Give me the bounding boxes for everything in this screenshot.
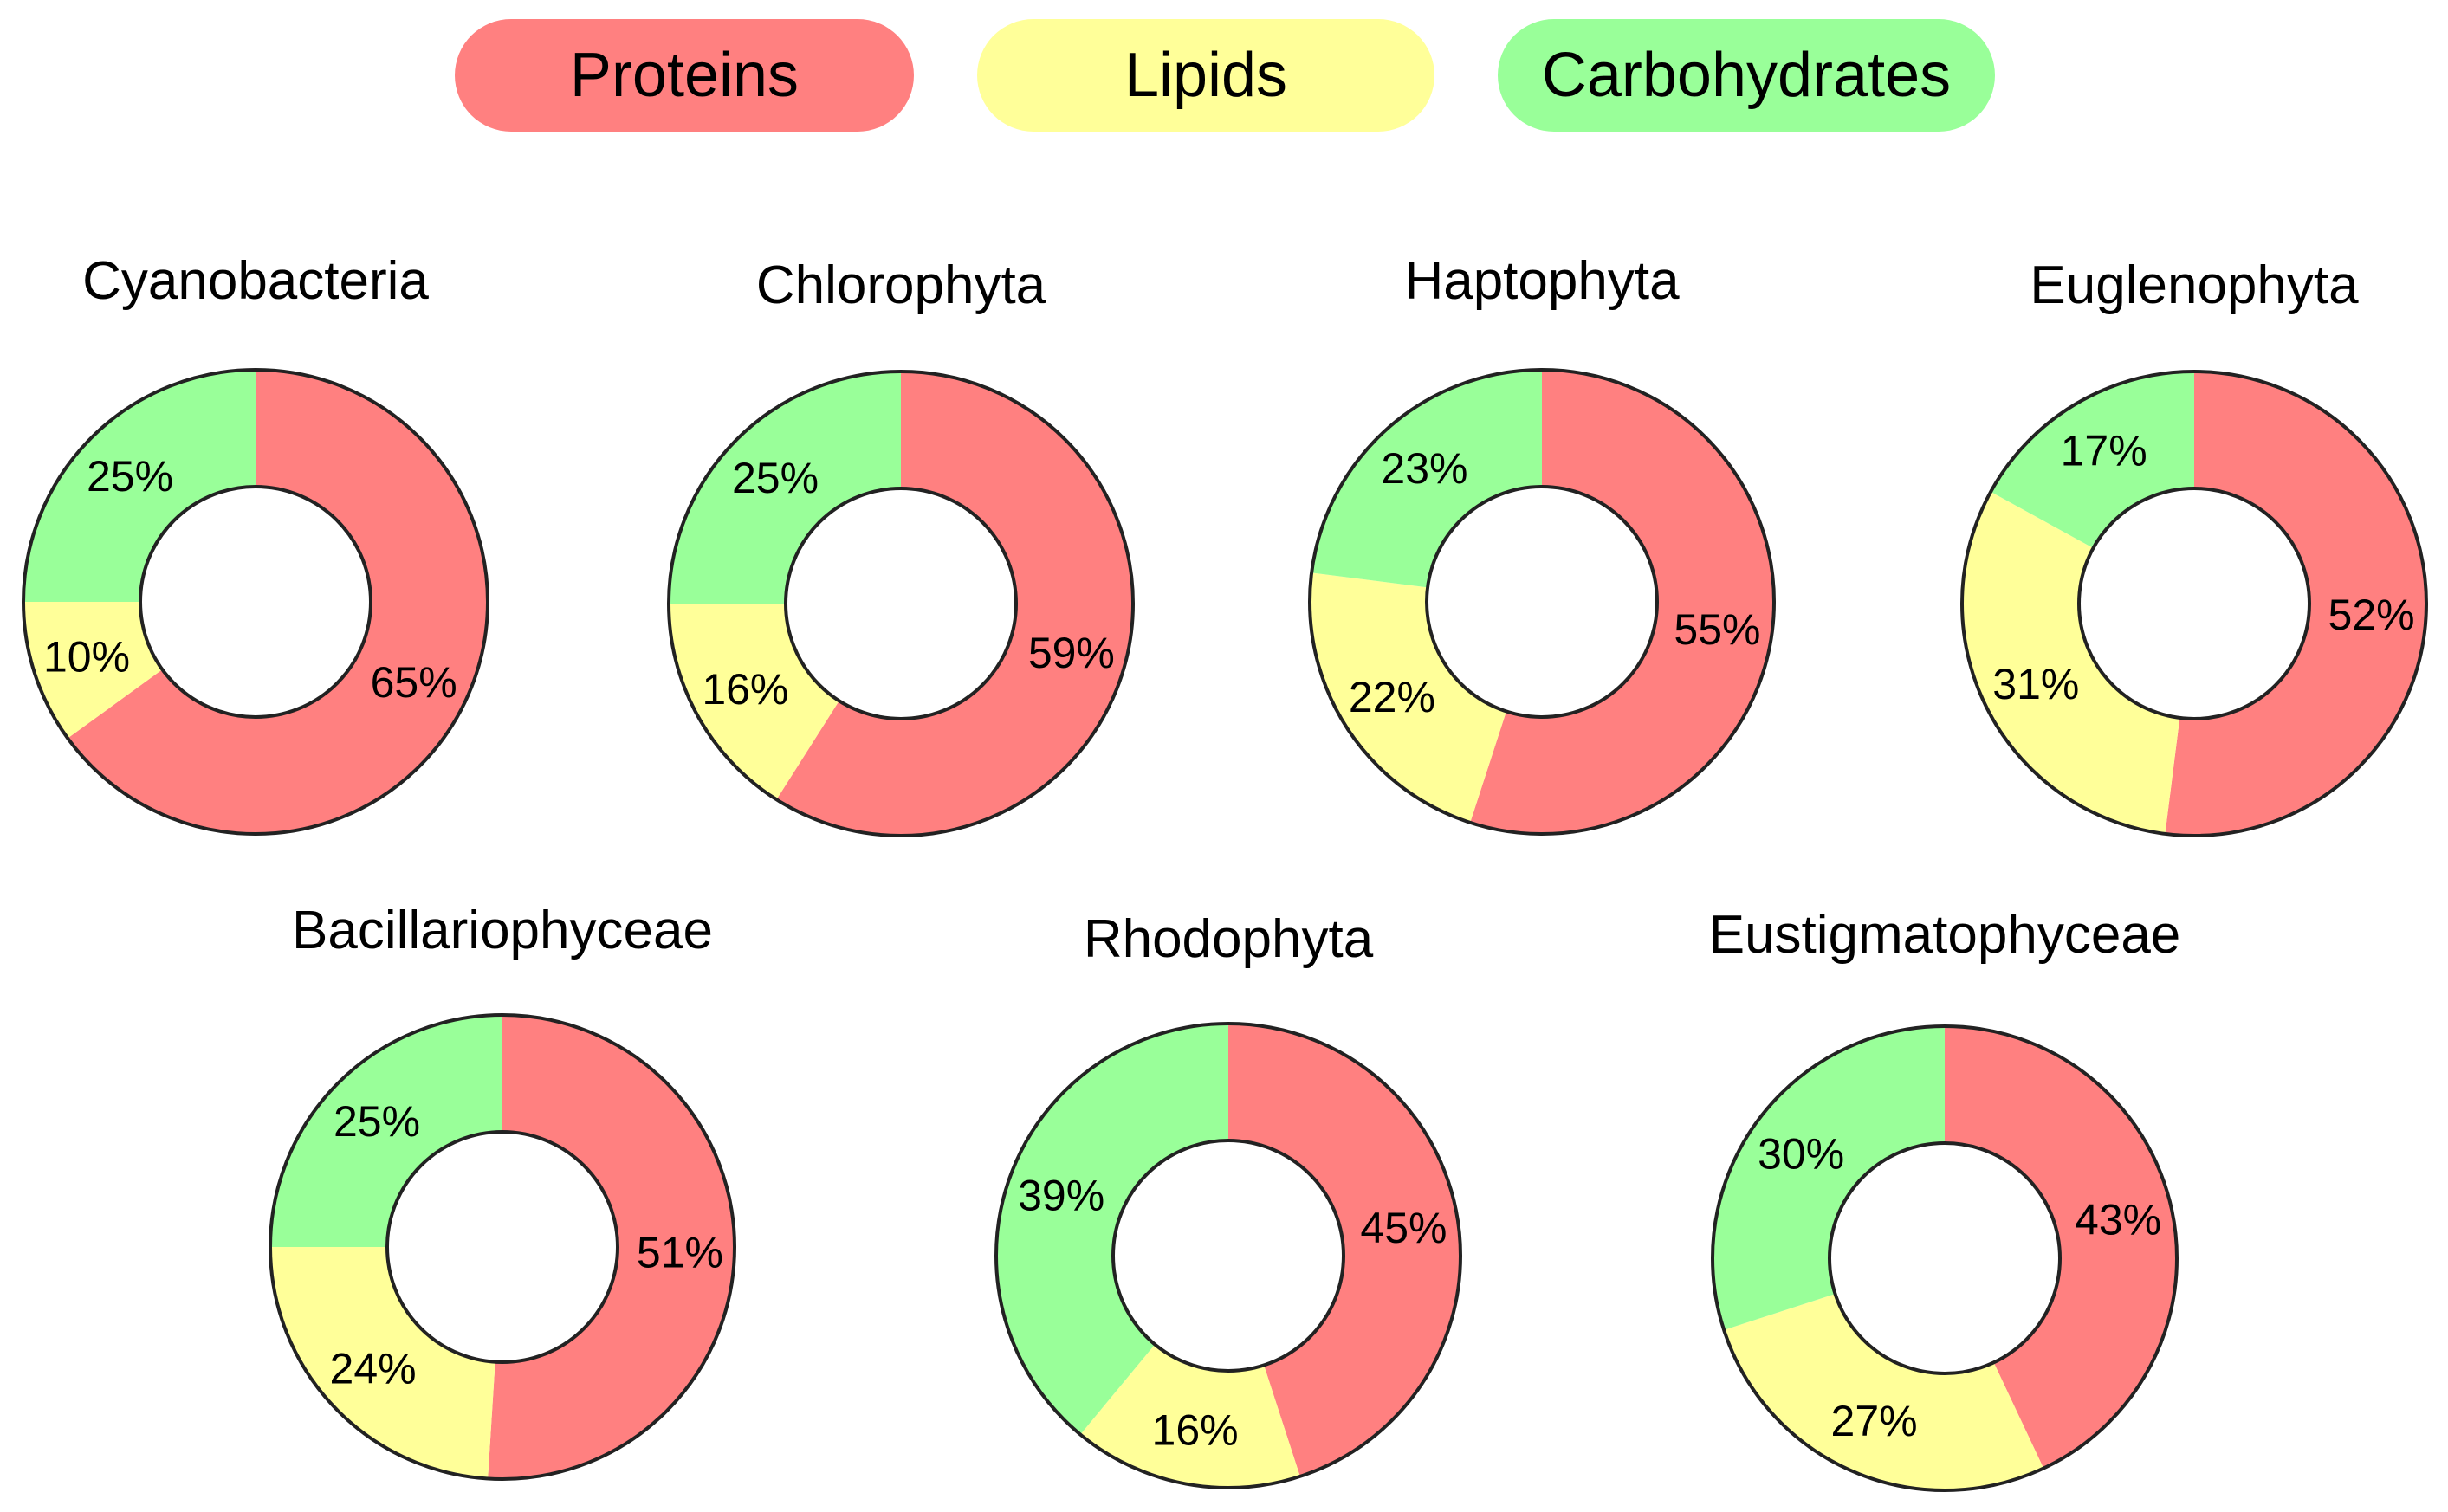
slice-label-carbohydrates: 39%: [1018, 1172, 1104, 1220]
donut-chart: Cyanobacteria 65% 10% 25%: [22, 251, 489, 836]
legend-item-proteins: Proteins: [455, 19, 914, 132]
slice-label-proteins: 51%: [637, 1228, 723, 1276]
slice-label-carbohydrates: 23%: [1381, 444, 1467, 493]
slice-label-lipids: 27%: [1831, 1397, 1918, 1445]
donut-chart: Euglenophyta 52% 31% 17%: [1960, 255, 2428, 837]
slice-lipids: [23, 602, 163, 739]
donut-hole: [385, 1130, 619, 1364]
slice-label-lipids: 31%: [1992, 660, 2079, 708]
slice-label-carbohydrates: 25%: [87, 452, 173, 501]
donut-chart: Bacillariophyceae 51% 24% 25%: [269, 901, 736, 1481]
slice-label-carbohydrates: 30%: [1758, 1130, 1844, 1179]
slice-lipids: [1962, 491, 2180, 834]
slice-carbohydrates: [1991, 372, 2194, 548]
donut-hole: [784, 487, 1018, 720]
chart-title: Eustigmatophyceae: [1709, 905, 2181, 965]
donut-outer-ring: [1308, 368, 1776, 836]
slice-lipids: [1310, 572, 1506, 823]
slice-label-lipids: 22%: [1349, 673, 1435, 721]
slice-label-lipids: 10%: [43, 632, 130, 681]
donut-chart: Chlorophyta 59% 16% 25%: [667, 255, 1135, 837]
slice-carbohydrates: [1311, 370, 1542, 588]
donut-outer-ring: [1711, 1024, 2179, 1492]
slice-proteins: [68, 370, 489, 834]
chart-title: Cyanobacteria: [82, 251, 429, 311]
slice-carbohydrates: [1713, 1026, 1945, 1330]
donut-hole: [139, 485, 372, 719]
donut-outer-ring: [1960, 370, 2428, 837]
chart-title: Bacillariophyceae: [292, 901, 713, 960]
donut-chart: Haptophyta 55% 22% 23%: [1308, 251, 1776, 836]
slice-carbohydrates: [669, 372, 901, 604]
slice-label-proteins: 43%: [2075, 1195, 2161, 1244]
slice-proteins: [488, 1015, 735, 1479]
slice-label-lipids: 24%: [330, 1344, 417, 1392]
donut-outer-ring: [269, 1013, 736, 1481]
chart-title: Chlorophyta: [756, 255, 1046, 315]
slice-lipids: [270, 1247, 495, 1479]
chart-title: Haptophyta: [1404, 251, 1680, 311]
slice-carbohydrates: [23, 370, 256, 602]
slice-carbohydrates: [270, 1015, 502, 1247]
slice-label-carbohydrates: 25%: [732, 454, 819, 502]
donut-hole: [1828, 1141, 2062, 1375]
slice-proteins: [2165, 372, 2427, 836]
donut-chart: Rhodophyta 45% 16% 39%: [994, 909, 1462, 1489]
legend-item-lipids: Lipids: [977, 19, 1434, 132]
donut-outer-ring: [22, 368, 489, 836]
slice-label-carbohydrates: 17%: [2061, 427, 2147, 475]
slice-label-proteins: 65%: [371, 658, 457, 707]
slice-lipids: [1080, 1344, 1300, 1488]
slice-carbohydrates: [996, 1024, 1228, 1435]
slice-label-proteins: 52%: [2328, 591, 2415, 639]
slice-label-proteins: 59%: [1028, 629, 1115, 677]
donut-outer-ring: [667, 370, 1135, 837]
slice-label-lipids: 16%: [1152, 1405, 1239, 1454]
donut-outer-ring: [994, 1022, 1462, 1489]
donut-chart: Eustigmatophyceae 43% 27% 30%: [1709, 905, 2181, 1492]
chart-title: Rhodophyta: [1084, 909, 1374, 969]
slice-proteins: [776, 372, 1133, 836]
legend-item-carbohydrates: Carbohydrates: [1498, 19, 1995, 132]
chart-title: Euglenophyta: [2030, 255, 2359, 315]
slice-label-proteins: 45%: [1360, 1204, 1447, 1252]
slice-label-carbohydrates: 25%: [334, 1097, 420, 1146]
donut-hole: [1111, 1139, 1345, 1373]
legend: Proteins Lipids Carbohydrates: [0, 0, 2448, 156]
donut-hole: [2077, 487, 2311, 720]
slice-label-proteins: 55%: [1674, 605, 1760, 654]
slice-label-lipids: 16%: [702, 665, 788, 714]
donut-hole: [1425, 485, 1659, 719]
